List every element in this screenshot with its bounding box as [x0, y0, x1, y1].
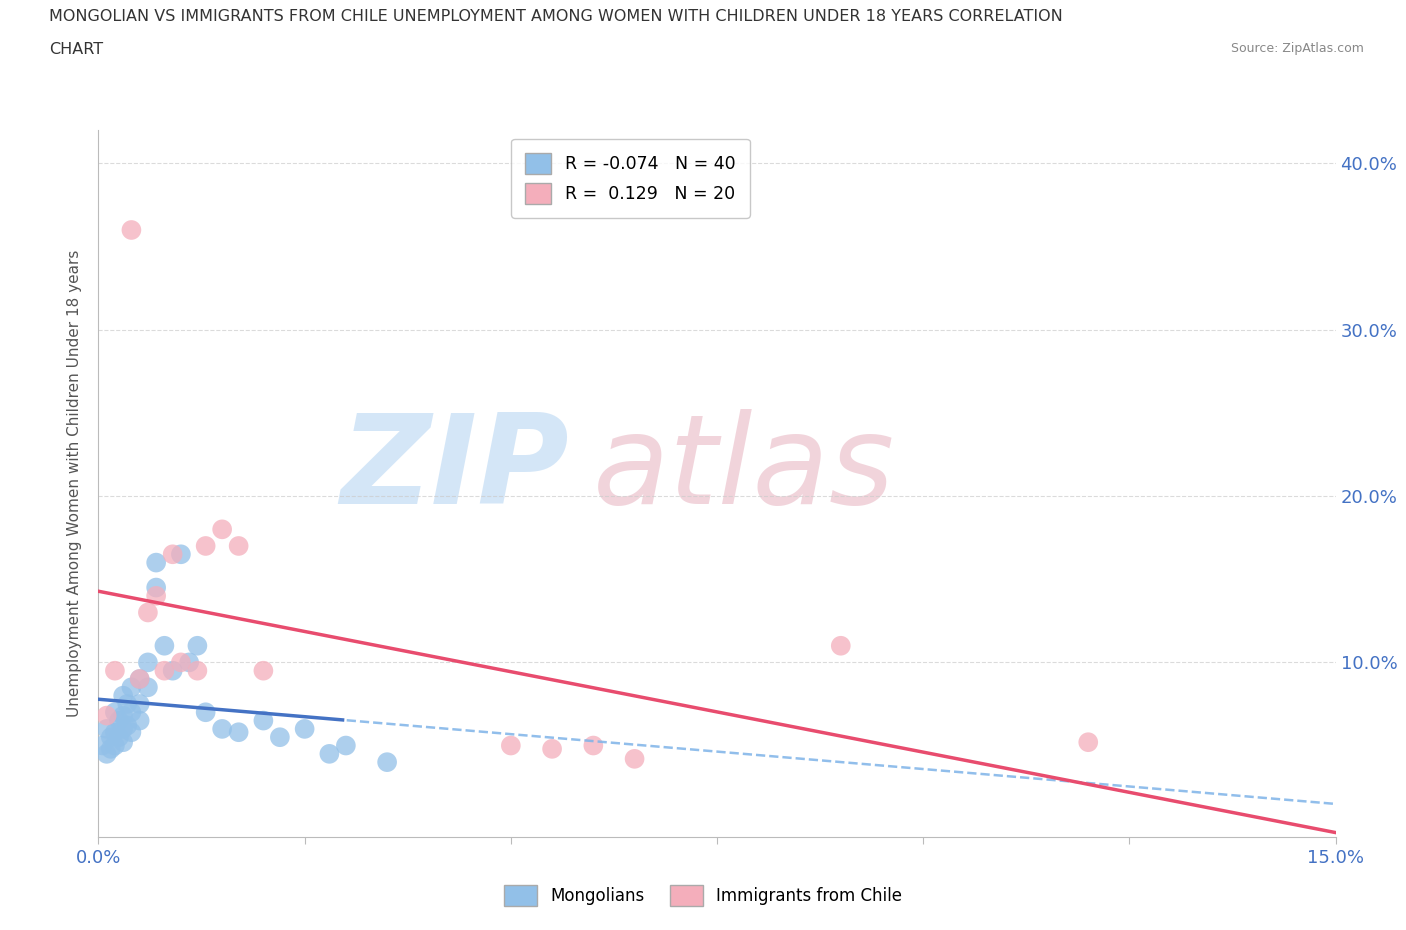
Point [269, 730, 291, 745]
Point [541, 741, 564, 756]
Point [120, 680, 142, 695]
Point [145, 580, 167, 595]
Point [120, 222, 142, 237]
Point [228, 538, 250, 553]
Point [170, 547, 193, 562]
Point [128, 671, 150, 686]
Point [162, 663, 184, 678]
Point [194, 538, 217, 553]
Point [252, 713, 274, 728]
Point [112, 708, 135, 723]
Point [1077, 735, 1099, 750]
Point [211, 722, 233, 737]
Point [136, 605, 159, 620]
Point [170, 655, 193, 670]
Point [104, 724, 127, 739]
Point [145, 555, 167, 570]
Point [104, 738, 127, 753]
Point [145, 589, 167, 604]
Legend: Mongolians, Immigrants from Chile: Mongolians, Immigrants from Chile [498, 879, 908, 912]
Point [128, 713, 150, 728]
Point [294, 722, 316, 737]
Point [104, 663, 127, 678]
Point [96, 747, 118, 762]
Point [91, 738, 114, 753]
Point [128, 697, 150, 711]
Point [335, 738, 357, 753]
Point [153, 638, 176, 653]
Point [136, 680, 159, 695]
Point [96, 708, 118, 723]
Text: atlas: atlas [593, 409, 896, 530]
Point [104, 705, 127, 720]
Point [318, 747, 340, 762]
Y-axis label: Unemployment Among Women with Children Under 18 years: Unemployment Among Women with Children U… [67, 250, 83, 717]
Point [194, 705, 217, 720]
Point [108, 730, 131, 745]
Text: Source: ZipAtlas.com: Source: ZipAtlas.com [1230, 42, 1364, 55]
Text: MONGOLIAN VS IMMIGRANTS FROM CHILE UNEMPLOYMENT AMONG WOMEN WITH CHILDREN UNDER : MONGOLIAN VS IMMIGRANTS FROM CHILE UNEMP… [49, 9, 1063, 24]
Point [100, 741, 122, 756]
Point [117, 718, 139, 733]
Point [112, 735, 135, 750]
Text: ZIP: ZIP [340, 409, 568, 530]
Point [128, 671, 150, 686]
Point [120, 705, 142, 720]
Point [162, 547, 184, 562]
Point [96, 722, 118, 737]
Point [112, 688, 135, 703]
Point [623, 751, 645, 766]
Point [153, 663, 176, 678]
Point [830, 638, 852, 653]
Point [120, 724, 142, 739]
Point [112, 722, 135, 737]
Point [228, 724, 250, 739]
Point [252, 663, 274, 678]
Legend: R = -0.074   N = 40, R =  0.129   N = 20: R = -0.074 N = 40, R = 0.129 N = 20 [512, 139, 749, 218]
Point [582, 738, 605, 753]
Text: CHART: CHART [49, 42, 103, 57]
Point [186, 638, 208, 653]
Point [211, 522, 233, 537]
Point [179, 655, 201, 670]
Point [499, 738, 522, 753]
Point [100, 730, 122, 745]
Point [136, 655, 159, 670]
Point [108, 713, 131, 728]
Point [375, 755, 398, 770]
Point [117, 697, 139, 711]
Point [186, 663, 208, 678]
